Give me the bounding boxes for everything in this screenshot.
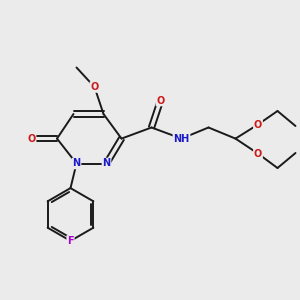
Text: O: O — [90, 82, 99, 92]
Text: O: O — [27, 134, 36, 144]
Text: N: N — [102, 158, 111, 169]
Text: O: O — [254, 148, 262, 159]
Text: NH: NH — [173, 134, 190, 144]
Text: O: O — [254, 119, 262, 130]
Text: O: O — [156, 95, 165, 106]
Text: N: N — [72, 158, 81, 169]
Text: F: F — [67, 236, 74, 246]
